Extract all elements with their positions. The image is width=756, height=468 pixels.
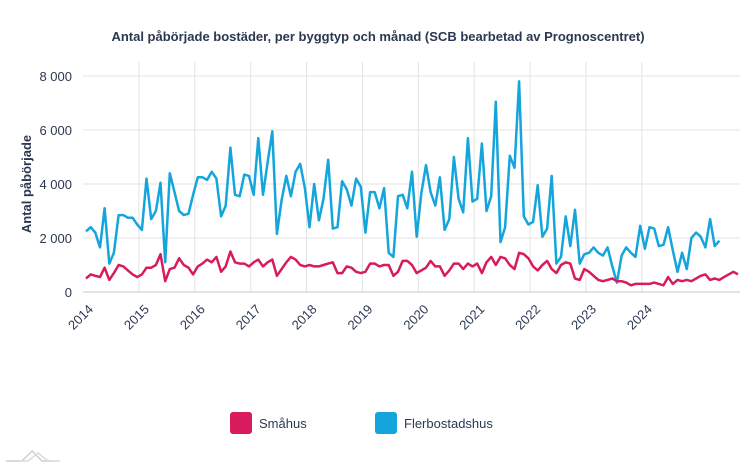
x-tick-label: 2015 [121, 302, 152, 333]
legend-label-smahus: Småhus [259, 415, 307, 431]
legend-item-smahus[interactable]: Småhus [230, 412, 307, 434]
x-tick-label: 2024 [624, 302, 655, 333]
y-tick-label: 0 [65, 285, 72, 300]
legend-label-flerbostadshus: Flerbostadshus [404, 415, 493, 431]
x-tick-label: 2021 [456, 302, 487, 333]
legend: Småhus Flerbostadshus [0, 412, 756, 436]
x-axis-ticks: 2014 2015 2016 2017 2018 2019 2020 2021 2022 2023… [65, 302, 655, 333]
series-line-smhus[interactable] [85, 250, 739, 287]
x-tick-label: 2017 [233, 302, 264, 333]
x-tick-label: 2016 [177, 302, 208, 333]
y-tick-label: 4 000 [39, 177, 72, 192]
y-tick-label: 6 000 [39, 123, 72, 138]
vertical-gridlines [138, 62, 643, 292]
x-tick-label: 2018 [289, 302, 320, 333]
series-line-flerbostadshus[interactable] [85, 80, 721, 284]
y-tick-label: 2 000 [39, 231, 72, 246]
legend-item-flerbostadshus[interactable]: Flerbostadshus [375, 412, 493, 434]
chart-title: Antal påbörjade bostäder, per byggtyp oc… [111, 29, 645, 44]
x-tick-label: 2014 [65, 302, 96, 333]
mountain-logo-icon [6, 449, 60, 462]
legend-swatch-smahus [230, 412, 252, 434]
y-tick-label: 8 000 [39, 69, 72, 84]
series-lines [85, 80, 739, 287]
x-tick-label: 2022 [512, 302, 543, 333]
x-tick-label: 2019 [344, 302, 375, 333]
legend-swatch-flerbostadshus [375, 412, 397, 434]
x-tick-label: 2023 [568, 302, 599, 333]
y-axis-ticks: 0 2 000 4 000 6 000 8 000 [39, 69, 72, 300]
y-axis-label: Antal påbörjade [19, 135, 34, 233]
x-tick-label: 2020 [400, 302, 431, 333]
